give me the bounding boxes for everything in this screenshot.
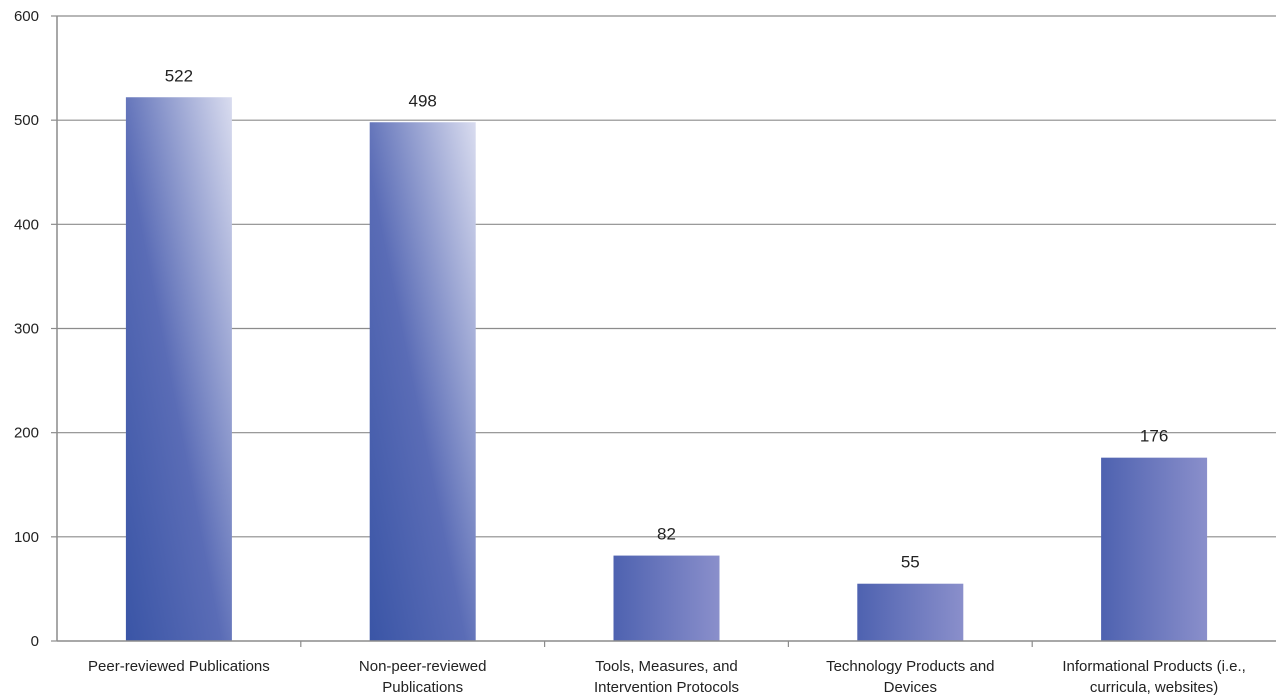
y-tick-label: 200: [14, 425, 39, 442]
labels: 0 100 200 300 400 500 600 522 Peer-reviewed Publ…: [14, 8, 1246, 696]
y-tick-label: 0: [31, 633, 39, 650]
x-tick-label: Devices: [884, 679, 937, 696]
bar: [613, 555, 720, 641]
data-label: 55: [901, 553, 920, 572]
bar: [125, 97, 232, 641]
x-tick-label: Peer-reviewed Publications: [88, 658, 270, 675]
x-tick-label: curricula, websites): [1090, 679, 1218, 696]
bars: [125, 97, 1208, 641]
x-tick-label: Publications: [382, 679, 463, 696]
x-tick-label: Tools, Measures, and: [595, 658, 738, 675]
bar: [369, 122, 476, 641]
bar: [857, 583, 964, 641]
y-tick-label: 400: [14, 216, 39, 233]
data-label: 522: [165, 66, 193, 85]
y-tick-label: 500: [14, 112, 39, 129]
y-tick-label: 300: [14, 321, 39, 338]
data-label: 82: [657, 525, 676, 544]
x-tick-label: Non-peer-reviewed: [359, 658, 487, 675]
bar: [1101, 457, 1208, 641]
axes: [51, 15, 1276, 647]
x-tick-label: Intervention Protocols: [594, 679, 739, 696]
y-tick-label: 100: [14, 529, 39, 546]
gridlines: [57, 15, 1276, 538]
data-label: 498: [409, 91, 437, 110]
y-tick-label: 600: [14, 8, 39, 25]
data-label: 176: [1140, 427, 1168, 446]
x-tick-label: Informational Products (i.e.,: [1062, 658, 1245, 675]
x-tick-label: Technology Products and: [826, 658, 994, 675]
